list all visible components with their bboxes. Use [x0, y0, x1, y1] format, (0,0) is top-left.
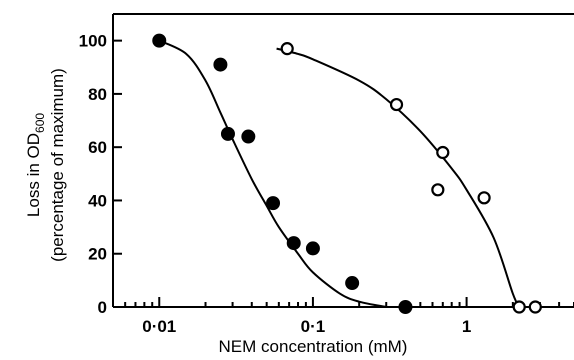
- open-data-point: [389, 97, 404, 112]
- data-points: [152, 33, 542, 314]
- fit-curves: [158, 39, 521, 308]
- y-tick-label: 80: [88, 85, 107, 104]
- filled-data-point: [213, 57, 228, 72]
- filled-data-point: [305, 241, 320, 256]
- open-data-point: [436, 145, 450, 160]
- y-tick-label: 0: [98, 298, 107, 317]
- y-axis-label-line1: Loss in OD600: [24, 113, 47, 217]
- y-axis-label-text: Loss in OD: [24, 133, 43, 217]
- y-tick-label: 20: [88, 245, 107, 264]
- fit-curve-series-2: [276, 47, 521, 308]
- filled-data-point: [398, 300, 413, 314]
- open-data-point: [280, 42, 294, 56]
- filled-data-point: [345, 276, 360, 291]
- open-data-point: [528, 300, 542, 314]
- axes: 0 20 40 60 80 100 0·01 0·1 1: [79, 13, 574, 336]
- open-data-point: [477, 191, 491, 205]
- open-data-point: [512, 300, 526, 314]
- y-tick-label: 100: [79, 32, 107, 51]
- x-tick-label: 0·1: [301, 317, 326, 336]
- open-data-point: [431, 183, 445, 197]
- filled-data-point: [152, 33, 167, 48]
- y-tick-label: 40: [88, 191, 107, 210]
- filled-data-point: [286, 236, 301, 251]
- filled-data-point: [266, 196, 281, 211]
- fit-curve-series-1: [158, 39, 387, 308]
- filled-data-point: [220, 126, 235, 141]
- y-axis-label-line2: (percentage of maximum): [48, 68, 67, 262]
- y-tick-label: 60: [88, 138, 107, 157]
- x-tick-label: 1: [462, 317, 471, 336]
- y-axis-label-subscript: 600: [33, 113, 47, 133]
- x-tick-label: 0·01: [142, 317, 176, 336]
- x-axis-label: NEM concentration (mM): [219, 337, 408, 356]
- filled-data-point: [241, 129, 256, 144]
